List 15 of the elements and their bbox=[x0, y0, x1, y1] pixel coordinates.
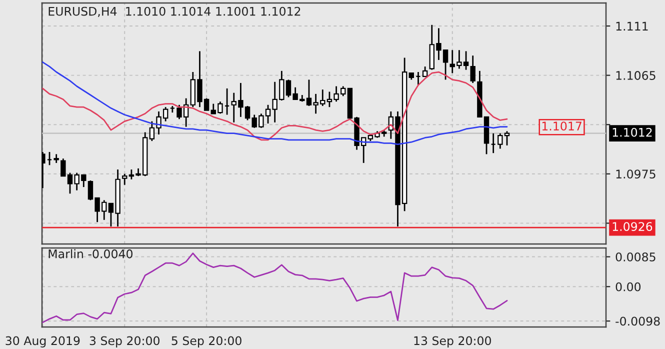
y-tick-label: -0.0098 bbox=[616, 316, 660, 326]
y-tick-label: 0.0085 bbox=[616, 252, 656, 262]
x-tick-label: 13 Sep 20:00 bbox=[414, 336, 491, 348]
ref-line-label: 1.1012 bbox=[612, 128, 652, 137]
chart-title: EURUSD,H4 1.1010 1.1014 1.1001 1.1012 bbox=[48, 6, 300, 17]
x-tick-label: 30 Aug 2019 bbox=[6, 336, 80, 348]
y-tick-label: 0.00 bbox=[616, 282, 641, 292]
x-tick-label: 5 Sep 20:00 bbox=[172, 336, 242, 348]
y-tick-label: 1.111 bbox=[616, 22, 648, 30]
y-tick-label: 1.1065 bbox=[616, 71, 656, 80]
text: 1.1017 bbox=[542, 122, 582, 131]
ref-line-label: 1.0926 bbox=[612, 222, 652, 231]
chart-title: Marlin -0.0040 bbox=[48, 249, 132, 258]
x-tick-label: 3 Sep 20:00 bbox=[90, 336, 160, 348]
y-tick-label: 1.0975 bbox=[616, 170, 656, 179]
